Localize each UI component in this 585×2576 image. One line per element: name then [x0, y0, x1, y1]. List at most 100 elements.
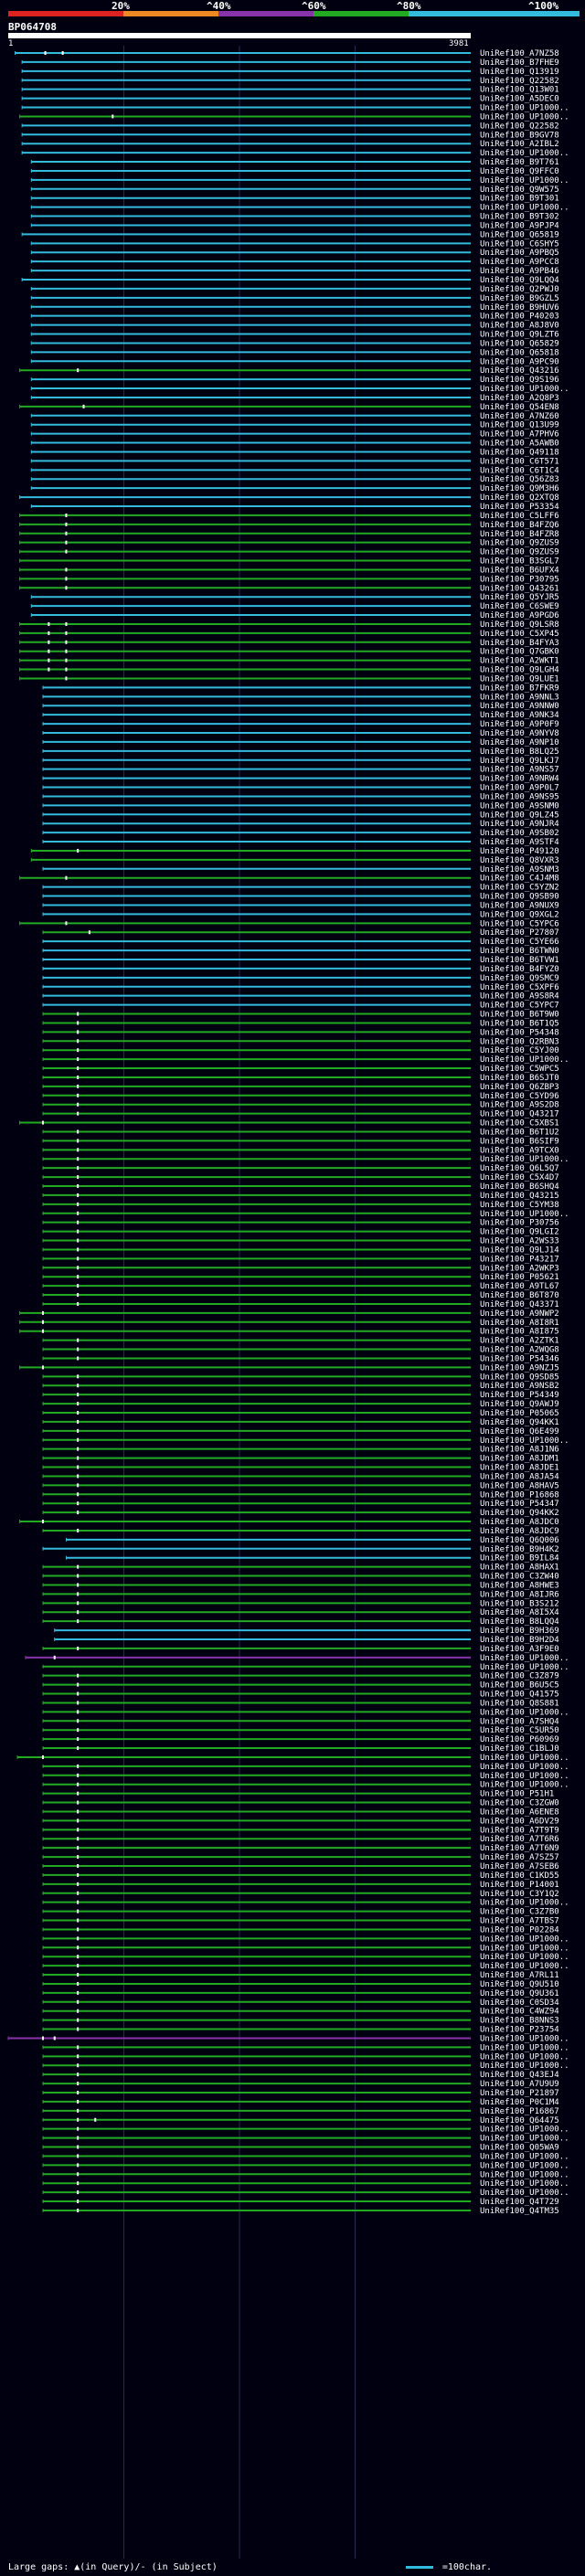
hit-row[interactable]: UniRef100_UP1000..	[25, 1654, 569, 1663]
hit-row[interactable]: UniRef100_A9TL67	[42, 1282, 559, 1291]
hit-row[interactable]: UniRef100_P23754	[42, 2026, 559, 2035]
hit-row[interactable]: UniRef100_Q65819	[21, 230, 559, 239]
hit-row[interactable]: UniRef100_Q9LUE1	[19, 674, 559, 684]
hit-row[interactable]: UniRef100_UP1000..	[42, 2043, 569, 2052]
hit-row[interactable]: UniRef100_UP1000..	[30, 176, 569, 186]
hit-row[interactable]: UniRef100_UP1000..	[42, 1763, 569, 1772]
hit-row[interactable]: UniRef100_A8HAV5	[42, 1481, 559, 1490]
hit-row[interactable]: UniRef100_A7T6N9	[42, 1844, 559, 1853]
hit-row[interactable]: UniRef100_P54347	[42, 1500, 559, 1509]
hit-row[interactable]: UniRef100_Q65829	[30, 339, 559, 348]
hit-row[interactable]: UniRef100_B6T1Q5	[42, 1019, 559, 1028]
hit-row[interactable]: UniRef100_A2WS33	[42, 1237, 559, 1246]
hit-row[interactable]: UniRef100_Q5YJR5	[30, 593, 559, 602]
hit-row[interactable]: UniRef100_C3Z7B0	[42, 1908, 559, 1917]
hit-row[interactable]: UniRef100_A8JDM1	[42, 1455, 559, 1464]
hit-row[interactable]: UniRef100_A8I5X4	[42, 1608, 559, 1617]
hit-row[interactable]: UniRef100_UP1000..	[42, 1944, 569, 1953]
hit-row[interactable]: UniRef100_P60969	[42, 1735, 559, 1744]
hit-row[interactable]: UniRef100_Q9S196	[30, 376, 559, 385]
hit-row[interactable]: UniRef100_A7T6R6	[42, 1835, 559, 1844]
hit-row[interactable]: UniRef100_P49120	[30, 847, 559, 856]
hit-row[interactable]: UniRef100_B4FYA3	[19, 639, 559, 648]
hit-row[interactable]: UniRef100_Q43217	[42, 1110, 559, 1119]
hit-row[interactable]: UniRef100_P05621	[42, 1273, 559, 1282]
hit-row[interactable]: UniRef100_C5YJ00	[42, 1046, 559, 1055]
hit-row[interactable]: UniRef100_B6UFX4	[19, 566, 559, 575]
hit-row[interactable]: UniRef100_A9PJP4	[30, 221, 559, 230]
hit-row[interactable]: UniRef100_B6SJT0	[42, 1074, 559, 1083]
hit-row[interactable]: UniRef100_P40203	[30, 313, 559, 322]
hit-row[interactable]: UniRef100_A8I875	[19, 1328, 559, 1337]
hit-row[interactable]: UniRef100_Q6L5Q7	[42, 1164, 559, 1173]
hit-row[interactable]: UniRef100_UP1000..	[42, 1055, 569, 1065]
hit-row[interactable]: UniRef100_B9HUV6	[30, 303, 559, 313]
hit-row[interactable]: UniRef100_UP1000..	[7, 2034, 569, 2043]
hit-row[interactable]: UniRef100_B6TVW1	[42, 956, 559, 965]
hit-row[interactable]: UniRef100_Q8S881	[42, 1699, 559, 1708]
hit-row[interactable]: UniRef100_Q49118	[30, 448, 559, 457]
hit-row[interactable]: UniRef100_A2WKP3	[42, 1264, 559, 1273]
hit-row[interactable]: UniRef100_Q9ZUS9	[19, 548, 559, 557]
hit-row[interactable]: UniRef100_UP1000..	[42, 1953, 569, 1962]
hit-row[interactable]: UniRef100_B9H4K2	[42, 1545, 559, 1554]
hit-row[interactable]: UniRef100_C5UR50	[42, 1726, 559, 1735]
hit-row[interactable]: UniRef100_C0SD34	[42, 1998, 559, 2008]
hit-row[interactable]: UniRef100_A8JA54	[42, 1472, 559, 1481]
hit-row[interactable]: UniRef100_Q9LSR8	[19, 620, 559, 630]
hit-row[interactable]: UniRef100_Q9LGH4	[19, 666, 559, 675]
hit-row[interactable]: UniRef100_P21897	[42, 2089, 559, 2098]
hit-row[interactable]: UniRef100_C4J4M8	[19, 875, 559, 884]
hit-row[interactable]: UniRef100_A7U9U9	[42, 2080, 559, 2089]
hit-row[interactable]: UniRef100_C5XPF6	[42, 983, 559, 992]
hit-row[interactable]: UniRef100_A8JDC9	[42, 1527, 559, 1536]
hit-row[interactable]: UniRef100_B9T301	[30, 195, 559, 204]
hit-row[interactable]: UniRef100_UP1000..	[42, 1708, 569, 1717]
hit-row[interactable]: UniRef100_Q9W575	[30, 186, 559, 195]
hit-row[interactable]: UniRef100_UP1000..	[42, 1935, 569, 1944]
hit-row[interactable]: UniRef100_Q13919	[21, 68, 559, 77]
hit-row[interactable]: UniRef100_B9IL84	[65, 1554, 559, 1564]
hit-row[interactable]: UniRef100_P02284	[42, 1925, 559, 1935]
hit-row[interactable]: UniRef100_B9H2D4	[54, 1636, 559, 1645]
hit-row[interactable]: UniRef100_B3S212	[42, 1599, 559, 1608]
hit-row[interactable]: UniRef100_A9NNW0	[42, 702, 559, 711]
hit-row[interactable]: UniRef100_B6T9W0	[42, 1011, 559, 1020]
hit-row[interactable]: UniRef100_P0C1M4	[42, 2098, 559, 2107]
hit-row[interactable]: UniRef100_Q43215	[42, 1192, 559, 1201]
hit-row[interactable]: UniRef100_B9T761	[30, 158, 559, 167]
hit-row[interactable]: UniRef100_UP1000..	[42, 2125, 569, 2135]
hit-row[interactable]: UniRef100_P16867	[42, 2107, 559, 2116]
hit-row[interactable]: UniRef100_C5LFF6	[19, 512, 559, 521]
hit-row[interactable]: UniRef100_Q94KK1	[42, 1418, 559, 1427]
hit-row[interactable]: UniRef100_UP1000..	[42, 2052, 569, 2062]
hit-row[interactable]: UniRef100_Q9LJ14	[42, 1246, 559, 1255]
hit-row[interactable]: UniRef100_C5XP45	[19, 630, 559, 639]
hit-row[interactable]: UniRef100_A7TBS7	[42, 1917, 559, 1926]
hit-row[interactable]: UniRef100_B8LQ25	[42, 747, 559, 757]
hit-row[interactable]: UniRef100_Q7GBK0	[19, 648, 559, 657]
hit-row[interactable]: UniRef100_A7RL11	[42, 1971, 559, 1980]
hit-row[interactable]: UniRef100_A8JDE1	[42, 1464, 559, 1473]
hit-row[interactable]: UniRef100_Q9U510	[42, 1980, 559, 1989]
hit-row[interactable]: UniRef100_C3Y1Q2	[42, 1890, 559, 1899]
hit-row[interactable]: UniRef100_UP1000..	[42, 2179, 569, 2189]
hit-row[interactable]: UniRef100_Q43261	[19, 584, 559, 593]
hit-row[interactable]: UniRef100_UP1000..	[19, 112, 569, 122]
hit-row[interactable]: UniRef100_A9SNM3	[42, 865, 559, 875]
hit-row[interactable]: UniRef100_P54346	[42, 1354, 559, 1363]
hit-row[interactable]: UniRef100_UP1000..	[42, 2062, 569, 2071]
hit-row[interactable]: UniRef100_Q4T729	[42, 2198, 559, 2207]
hit-row[interactable]: UniRef100_P30756	[42, 1219, 559, 1228]
hit-row[interactable]: UniRef100_C1BLJ0	[42, 1744, 559, 1754]
hit-row[interactable]: UniRef100_C5YZN2	[42, 884, 559, 893]
hit-row[interactable]: UniRef100_P53354	[30, 503, 559, 512]
hit-row[interactable]: UniRef100_C4WZ94	[42, 2008, 559, 2017]
hit-row[interactable]: UniRef100_Q6ZBP3	[42, 1083, 559, 1092]
hit-row[interactable]: UniRef100_A2IBL2	[21, 140, 559, 149]
hit-row[interactable]: UniRef100_A8J8V0	[30, 322, 559, 331]
hit-row[interactable]: UniRef100_Q9LKJ7	[42, 757, 559, 766]
hit-row[interactable]: UniRef100_B6T1U2	[42, 1128, 559, 1137]
hit-row[interactable]: UniRef100_C6SHY5	[30, 239, 559, 249]
hit-row[interactable]: UniRef100_A9S2D8	[42, 1101, 559, 1110]
